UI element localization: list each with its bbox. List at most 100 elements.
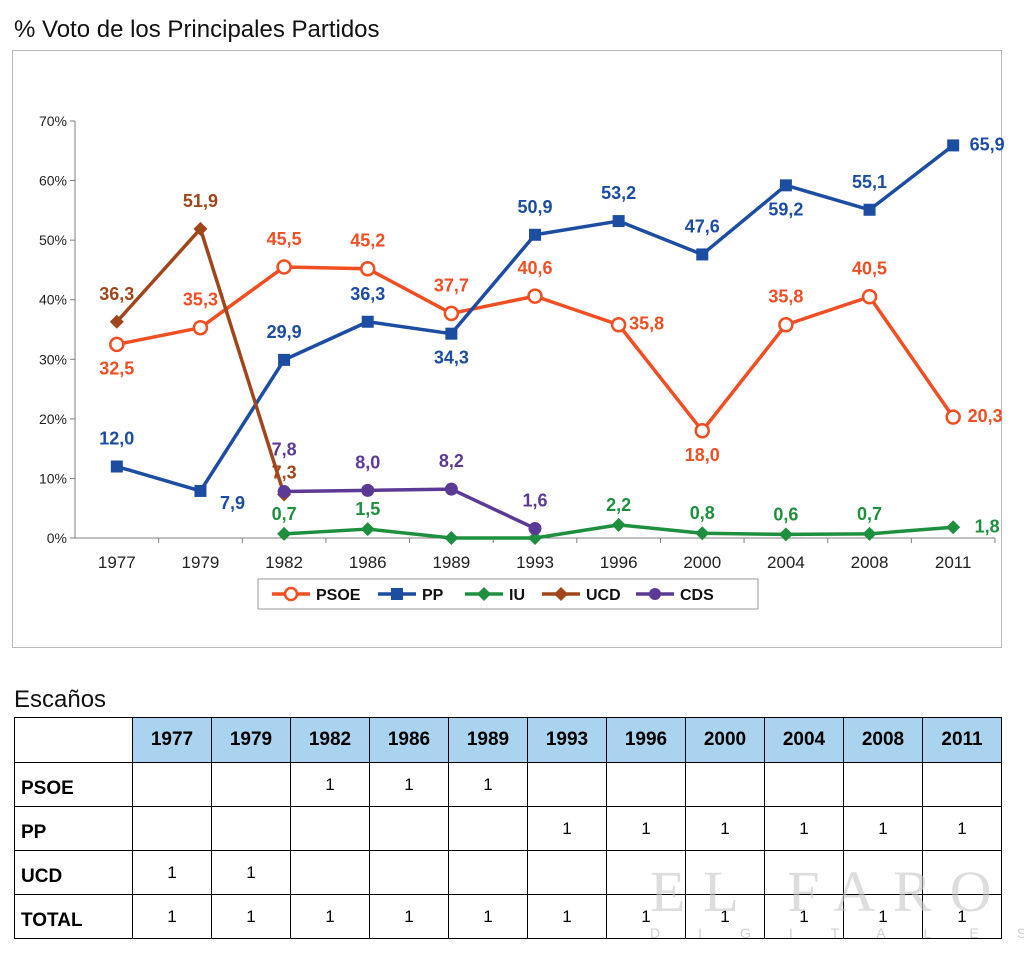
- ucd-data-label: 51,9: [183, 191, 218, 211]
- ucd-data-label: 7,3: [272, 463, 297, 483]
- x-tick-label: 2011: [935, 553, 972, 572]
- ucd-point: [109, 314, 124, 329]
- iu-point: [611, 517, 626, 532]
- seats-table-cell: [290, 806, 370, 851]
- iu-line-segment: [283, 527, 368, 536]
- seats-table-cell: 1: [922, 806, 1002, 851]
- chart-title: % Voto de los Principales Partidos: [14, 16, 380, 43]
- psoe-point: [359, 260, 376, 277]
- psoe-point: [694, 423, 711, 439]
- psoe-line-segment: [785, 295, 871, 327]
- x-tick-label: 1982: [265, 553, 303, 572]
- y-tick-label: 20%: [39, 411, 67, 427]
- pp-line-segment: [198, 358, 286, 492]
- seats-table-column-header: 1993: [527, 717, 607, 763]
- iu-line-segment: [785, 532, 870, 537]
- pp-line-segment: [701, 183, 788, 256]
- seats-table: 1977 1979 1982 1986 1989 1993 1996 2000 2004 2008…: [14, 717, 1002, 939]
- el-faro-logo-watermark: EL FARO: [650, 859, 1010, 924]
- legend-cds-marker: [649, 588, 661, 600]
- seats-table-column-header: 1977: [132, 717, 212, 763]
- pp-data-label: 55,1: [852, 172, 887, 192]
- psoe-data-label: 35,3: [183, 290, 218, 310]
- seats-table-cell: 1: [606, 894, 686, 939]
- pp-data-label: 53,2: [601, 183, 636, 203]
- x-tick-label: 2000: [683, 553, 721, 572]
- legend-psoe-marker: [283, 586, 299, 602]
- pp-line-segment: [283, 320, 369, 362]
- psoe-line-segment: [284, 265, 368, 271]
- cds-point: [444, 482, 458, 496]
- psoe-point: [945, 409, 961, 425]
- ucd-line-segment: [115, 227, 202, 323]
- pp-line-segment: [116, 464, 201, 493]
- seats-table-cell: 1: [369, 894, 449, 939]
- iu-data-label: 0,8: [690, 503, 715, 523]
- seats-table-cell: [527, 762, 607, 807]
- pp-data-label: 12,0: [99, 429, 134, 449]
- iu-data-label: 1,8: [975, 516, 1000, 536]
- seats-table-cell: 1: [211, 850, 291, 895]
- y-tick-label: 40%: [39, 292, 67, 308]
- seats-table-cell: [922, 850, 1002, 895]
- seats-table-cell: 1: [764, 894, 844, 939]
- psoe-line-segment: [700, 323, 788, 432]
- x-tick-label: 1989: [432, 553, 470, 572]
- y-tick-label: 30%: [39, 351, 67, 367]
- seats-table-column-header: 2004: [764, 717, 844, 763]
- psoe-line-segment: [868, 295, 955, 419]
- legend-pp-label: PP: [422, 587, 444, 604]
- psoe-data-label: 32,5: [99, 358, 134, 378]
- seats-table-row-label: PSOE: [14, 762, 133, 807]
- y-tick-label: 60%: [39, 173, 67, 189]
- pp-point: [445, 327, 458, 340]
- psoe-data-label: 45,2: [350, 231, 385, 251]
- psoe-data-label: 18,0: [685, 445, 720, 465]
- iu-line-segment: [869, 525, 954, 536]
- seats-table-cell: 1: [290, 762, 370, 807]
- pp-data-label: 59,2: [768, 199, 803, 219]
- cds-line-segment: [284, 488, 368, 494]
- psoe-data-label: 40,5: [852, 259, 887, 279]
- x-tick-label: 2008: [851, 553, 889, 572]
- psoe-point: [276, 259, 292, 275]
- legend-pp-marker: [391, 588, 403, 600]
- iu-point: [695, 526, 710, 541]
- seats-table-cell: [132, 762, 212, 807]
- pp-point: [194, 484, 207, 497]
- seats-table-cell: [211, 762, 291, 807]
- seats-table-cell: 1: [764, 806, 844, 851]
- x-tick-label: 1996: [600, 553, 638, 572]
- psoe-line-segment: [534, 294, 620, 327]
- seats-table-row-label: UCD: [14, 850, 133, 895]
- seats-table-cell: 1: [448, 762, 528, 807]
- psoe-point: [861, 288, 878, 305]
- seats-table-cell: 1: [290, 894, 370, 939]
- seats-table-cell: [685, 762, 765, 807]
- cds-data-label: 1,6: [522, 490, 547, 510]
- seats-table-cell: [369, 806, 449, 851]
- psoe-point: [610, 316, 627, 333]
- iu-point: [862, 526, 877, 541]
- seats-table-cell: [764, 762, 844, 807]
- iu-data-label: 0,7: [272, 504, 297, 524]
- seats-table-row: PP 1 1 1 1 1 1: [14, 806, 1002, 851]
- y-tick-label: 10%: [39, 470, 67, 486]
- pp-point: [612, 215, 625, 228]
- pp-data-label: 36,3: [350, 284, 385, 304]
- iu-data-label: 1,5: [355, 499, 380, 519]
- seats-table-cell: 1: [606, 806, 686, 851]
- iu-line-segment: [367, 527, 452, 540]
- psoe-point: [192, 319, 209, 336]
- seats-table-cell: [527, 850, 607, 895]
- legend-psoe-label: PSOE: [316, 587, 361, 604]
- psoe-data-label: 35,8: [768, 287, 803, 307]
- seats-table-row-label: PP: [14, 806, 133, 851]
- seats-table-column-header: 1982: [290, 717, 370, 763]
- pp-line-segment: [785, 183, 871, 212]
- pp-data-label: 29,9: [267, 322, 302, 342]
- seats-table-cell: 1: [132, 894, 212, 939]
- seats-table-cell: 1: [527, 806, 607, 851]
- seats-table-header-row: 1977 1979 1982 1986 1989 1993 1996 2000 2004 2008…: [14, 717, 1002, 763]
- seats-table-cell: 1: [922, 894, 1002, 939]
